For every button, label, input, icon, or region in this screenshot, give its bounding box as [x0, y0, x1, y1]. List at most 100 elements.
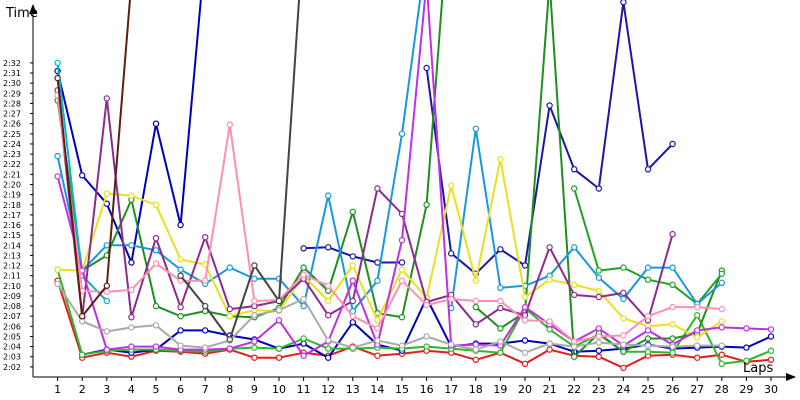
x-tick-label: 17	[444, 383, 458, 396]
data-point	[374, 317, 381, 324]
data-point	[251, 338, 258, 345]
data-point	[201, 327, 209, 334]
x-tick-label: 11	[297, 383, 311, 396]
data-point	[669, 335, 676, 342]
data-point	[497, 325, 504, 332]
data-point	[694, 312, 701, 319]
data-point	[497, 297, 504, 305]
data-point	[177, 327, 184, 334]
series-line	[179, 0, 301, 341]
data-point	[472, 356, 479, 363]
x-tick-label: 9	[251, 383, 258, 396]
y-tick-label: 2:24	[3, 140, 21, 149]
x-tick-label: 1	[54, 383, 61, 396]
y-tick-label: 2:32	[3, 59, 21, 68]
data-point	[251, 297, 258, 305]
y-tick-label: 2:13	[3, 251, 21, 260]
data-point	[226, 264, 233, 271]
data-point	[743, 325, 750, 332]
data-point	[201, 344, 209, 351]
data-point	[251, 275, 258, 282]
data-point	[472, 346, 479, 353]
data-point	[767, 347, 775, 354]
data-point	[669, 303, 676, 311]
series-line	[450, 127, 723, 309]
y-axis-arrow	[29, 4, 37, 14]
data-point	[103, 282, 111, 289]
series-14	[54, 87, 676, 328]
data-point	[54, 173, 61, 180]
data-point	[226, 345, 233, 352]
data-point	[325, 192, 332, 199]
data-point	[767, 333, 775, 340]
y-tick-label: 2:28	[3, 99, 21, 108]
data-point	[275, 297, 283, 305]
data-point	[669, 264, 676, 271]
data-point	[300, 264, 307, 271]
data-point	[103, 95, 111, 102]
data-point	[423, 64, 430, 72]
data-point	[152, 343, 160, 350]
data-point	[78, 318, 86, 325]
data-point	[595, 267, 603, 274]
data-point	[595, 339, 603, 346]
data-point	[349, 208, 356, 215]
data-point	[644, 264, 652, 271]
data-point	[103, 346, 111, 353]
data-point	[571, 353, 578, 360]
data-point	[325, 297, 332, 305]
x-tick-label: 20	[518, 383, 532, 396]
series-line	[56, 0, 131, 318]
data-point	[349, 297, 356, 305]
data-point	[571, 291, 578, 299]
data-point	[275, 317, 283, 324]
series-line	[573, 188, 723, 305]
data-point	[300, 295, 307, 303]
data-point	[54, 280, 61, 287]
data-point	[521, 317, 529, 324]
data-point	[571, 244, 578, 251]
data-point	[152, 247, 160, 254]
data-point	[349, 344, 356, 351]
data-point	[521, 349, 529, 356]
x-tick-label: 26	[666, 383, 680, 396]
data-point	[300, 302, 307, 310]
data-point	[497, 304, 504, 312]
series-line	[56, 0, 422, 313]
data-point	[571, 185, 578, 192]
data-point	[152, 201, 160, 208]
data-point	[374, 352, 381, 359]
data-point	[620, 364, 627, 372]
data-point	[694, 354, 701, 361]
data-point	[472, 321, 479, 328]
y-tick-label: 2:04	[3, 343, 21, 352]
data-point	[398, 314, 406, 321]
data-point	[571, 343, 578, 350]
data-point	[694, 303, 701, 311]
data-point	[694, 334, 701, 341]
series-11	[448, 125, 726, 312]
data-point	[669, 281, 676, 288]
data-point	[251, 354, 258, 361]
data-point	[644, 313, 652, 320]
x-tick-label: 12	[321, 383, 335, 396]
data-point	[620, 315, 627, 322]
x-tick-label: 13	[346, 383, 360, 396]
data-point	[595, 325, 603, 332]
data-point	[644, 166, 652, 173]
data-point	[521, 293, 529, 301]
x-tick-label: 15	[395, 383, 409, 396]
data-point	[152, 234, 160, 242]
data-point	[300, 271, 307, 278]
data-point	[226, 336, 233, 343]
x-tick-label: 24	[616, 383, 630, 396]
data-point	[177, 266, 184, 273]
data-point	[546, 340, 553, 347]
data-point	[251, 262, 258, 269]
data-point	[644, 342, 652, 349]
data-point	[201, 233, 209, 241]
x-tick-label: 22	[567, 383, 581, 396]
series-2	[54, 0, 202, 266]
y-tick-label: 2:30	[3, 79, 21, 88]
